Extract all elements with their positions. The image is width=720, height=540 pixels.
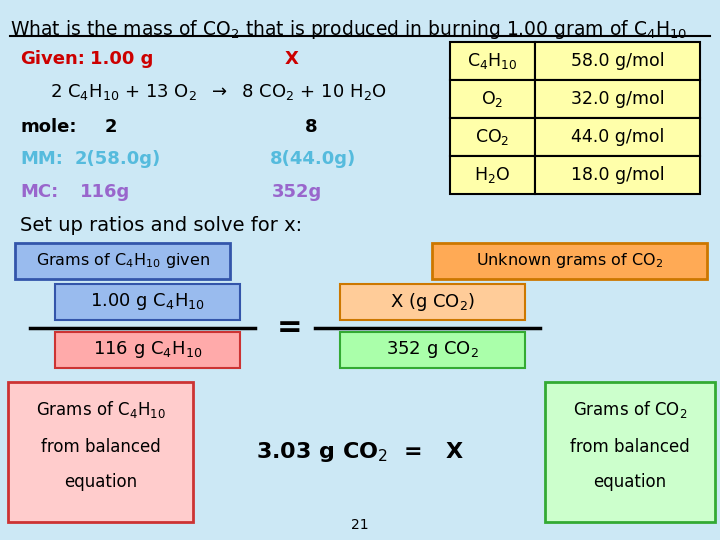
Text: MM:: MM: [20, 150, 63, 168]
Bar [450, 118, 535, 156]
Text: Grams of C$_4$H$_{10}$: Grams of C$_4$H$_{10}$ [35, 400, 166, 421]
Bar [340, 284, 525, 320]
Text: Set up ratios and solve for x:: Set up ratios and solve for x: [20, 216, 302, 235]
Text: 1.00 g C$_4$H$_{10}$: 1.00 g C$_4$H$_{10}$ [90, 292, 205, 313]
Text: 18.0 g/mol: 18.0 g/mol [571, 166, 665, 184]
Bar [450, 156, 535, 194]
Text: 44.0 g/mol: 44.0 g/mol [571, 128, 664, 146]
Text: 2 C$_4$H$_{10}$ + 13 O$_2$  $\rightarrow$  8 CO$_2$ + 10 H$_2$O: 2 C$_4$H$_{10}$ + 13 O$_2$ $\rightarrow$… [50, 82, 387, 102]
Text: Grams of CO$_2$: Grams of CO$_2$ [573, 400, 687, 421]
Text: 8: 8 [305, 118, 318, 136]
Text: from balanced: from balanced [40, 438, 161, 456]
Text: 116g: 116g [80, 183, 130, 201]
Text: =: = [277, 314, 303, 342]
Text: from balanced: from balanced [570, 438, 690, 456]
Text: 58.0 g/mol: 58.0 g/mol [571, 52, 665, 70]
Bar [545, 382, 715, 522]
Text: Unknown grams of CO$_2$: Unknown grams of CO$_2$ [476, 252, 663, 271]
Text: 116 g C$_4$H$_{10}$: 116 g C$_4$H$_{10}$ [93, 340, 202, 361]
Text: equation: equation [593, 473, 667, 491]
Text: 3.03 g CO$_2$  =   X: 3.03 g CO$_2$ = X [256, 440, 464, 464]
Bar [535, 156, 700, 194]
Bar [15, 243, 230, 279]
Text: 21: 21 [351, 518, 369, 532]
Bar [55, 332, 240, 368]
Bar [450, 80, 535, 118]
Bar [8, 382, 193, 522]
Text: 2: 2 [105, 118, 117, 136]
Text: MC:: MC: [20, 183, 58, 201]
Text: What is the mass of CO$_2$ that is produced in burning 1.00 gram of C$_4$H$_{10}: What is the mass of CO$_2$ that is produ… [10, 18, 688, 41]
Text: equation: equation [64, 473, 137, 491]
Text: Given:: Given: [20, 50, 85, 68]
Text: 1.00 g: 1.00 g [90, 50, 153, 68]
Text: O$_2$: O$_2$ [482, 89, 504, 109]
Bar [55, 284, 240, 320]
Bar [432, 243, 707, 279]
Text: 2(58.0g): 2(58.0g) [75, 150, 161, 168]
Bar [535, 118, 700, 156]
Text: 352 g CO$_2$: 352 g CO$_2$ [386, 340, 479, 361]
Text: 352g: 352g [272, 183, 323, 201]
Bar [450, 42, 535, 80]
Text: X: X [285, 50, 299, 68]
Text: mole:: mole: [20, 118, 76, 136]
Bar [535, 80, 700, 118]
Text: Grams of C$_4$H$_{10}$ given: Grams of C$_4$H$_{10}$ given [35, 252, 210, 271]
Text: CO$_2$: CO$_2$ [475, 127, 510, 147]
Bar [535, 42, 700, 80]
Bar [340, 332, 525, 368]
Text: H$_2$O: H$_2$O [474, 165, 510, 185]
Text: 8(44.0g): 8(44.0g) [270, 150, 356, 168]
Text: C$_4$H$_{10}$: C$_4$H$_{10}$ [467, 51, 518, 71]
Text: 32.0 g/mol: 32.0 g/mol [571, 90, 665, 108]
Text: X (g CO$_2$): X (g CO$_2$) [390, 291, 475, 313]
